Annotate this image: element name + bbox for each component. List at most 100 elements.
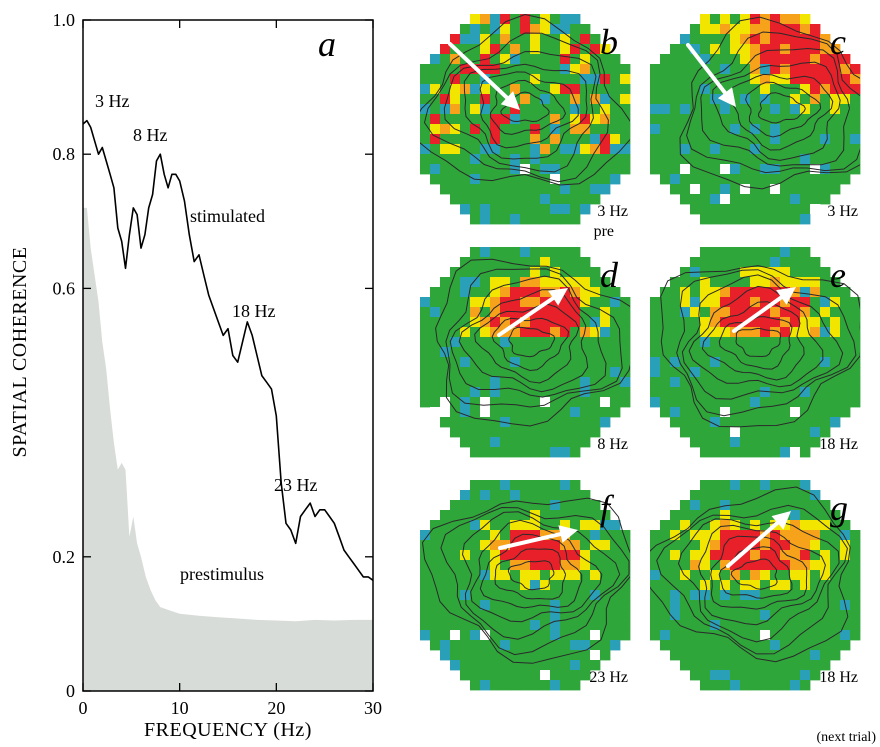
map-cell xyxy=(770,184,781,195)
map-cell xyxy=(680,194,691,205)
map-cell xyxy=(480,630,491,641)
map-cell xyxy=(790,500,801,511)
map-cell xyxy=(710,610,721,621)
map-cell xyxy=(790,297,801,308)
map-cell xyxy=(700,490,711,501)
y-tick-label: 0.2 xyxy=(53,547,76,567)
map-cell xyxy=(650,327,661,338)
map-cell xyxy=(540,307,551,318)
map-cell xyxy=(810,580,821,591)
map-cell xyxy=(490,520,501,531)
map-cell xyxy=(510,247,521,258)
map-cell xyxy=(660,620,671,631)
map-cell xyxy=(490,307,501,318)
map-cell xyxy=(850,580,861,591)
map-cell xyxy=(840,174,851,185)
map-cell xyxy=(790,427,801,438)
map-cell xyxy=(680,650,691,661)
map-cell xyxy=(820,184,831,195)
map-cell xyxy=(510,387,521,398)
map-cell xyxy=(840,377,851,388)
map-cell xyxy=(750,307,761,318)
map-cell xyxy=(420,610,431,621)
map-cell xyxy=(660,154,671,165)
map-cell xyxy=(540,44,551,55)
map-cell xyxy=(470,550,481,561)
map-cell xyxy=(810,367,821,378)
map-cell xyxy=(440,64,451,75)
map-cell xyxy=(680,530,691,541)
map-cell xyxy=(610,640,621,651)
map-cell xyxy=(710,550,721,561)
map-cell xyxy=(740,680,751,691)
map-cell xyxy=(810,267,821,278)
map-cell xyxy=(460,64,471,75)
map-cell xyxy=(850,297,861,308)
map-cell xyxy=(610,144,621,155)
map-cell xyxy=(490,124,501,135)
map-cell xyxy=(790,94,801,105)
map-cell xyxy=(800,447,811,458)
map-cell xyxy=(720,437,731,448)
map-cell xyxy=(470,297,481,308)
map-cell xyxy=(430,307,441,318)
map-cell xyxy=(500,447,511,458)
map-cell xyxy=(750,640,761,651)
map-cell xyxy=(530,630,541,641)
map-cell xyxy=(440,417,451,428)
map-cell xyxy=(750,407,761,418)
map-cell xyxy=(820,277,831,288)
map-cell xyxy=(790,277,801,288)
map-cell xyxy=(590,64,601,75)
map-cell xyxy=(600,134,611,145)
map-cell xyxy=(780,650,791,661)
map-cell xyxy=(750,287,761,298)
map-cell xyxy=(580,670,591,681)
map-cell xyxy=(520,194,531,205)
map-cell xyxy=(450,277,461,288)
map-cell xyxy=(680,184,691,195)
map-cell xyxy=(710,490,721,501)
map-cell xyxy=(460,164,471,175)
map-cell xyxy=(650,377,661,388)
map-cell xyxy=(690,347,701,358)
map-cell xyxy=(800,490,811,501)
map-cell xyxy=(480,174,491,185)
map-cell xyxy=(600,44,611,55)
map-cell xyxy=(600,277,611,288)
map-cell xyxy=(700,377,711,388)
map-cell xyxy=(510,580,521,591)
map-cell xyxy=(730,257,741,268)
map-cell xyxy=(720,480,731,491)
map-cell xyxy=(580,580,591,591)
map-cell xyxy=(790,550,801,561)
map-cell xyxy=(560,317,571,328)
map-cell xyxy=(620,377,631,388)
map-cell xyxy=(530,500,541,511)
map-cell xyxy=(450,104,461,115)
map-cell xyxy=(650,540,661,551)
map-cell xyxy=(850,134,861,145)
map-cell xyxy=(810,630,821,641)
map-cell xyxy=(700,530,711,541)
map-cell xyxy=(670,174,681,185)
map-cell xyxy=(760,610,771,621)
map-cell xyxy=(480,510,491,521)
map-cell xyxy=(490,620,501,631)
map-cell xyxy=(460,317,471,328)
map-cell xyxy=(610,84,621,95)
map-cell xyxy=(780,64,791,75)
annotation-3hz: 3 Hz xyxy=(95,91,130,111)
map-cell xyxy=(490,367,501,378)
map-cell xyxy=(470,540,481,551)
map-cell xyxy=(620,560,631,571)
map-cell xyxy=(780,600,791,611)
map-cell xyxy=(690,114,701,125)
map-cell xyxy=(520,417,531,428)
map-cell xyxy=(450,550,461,561)
map-cell xyxy=(810,540,821,551)
map-cell xyxy=(450,590,461,601)
map-cell xyxy=(830,367,841,378)
map-cell xyxy=(550,367,561,378)
